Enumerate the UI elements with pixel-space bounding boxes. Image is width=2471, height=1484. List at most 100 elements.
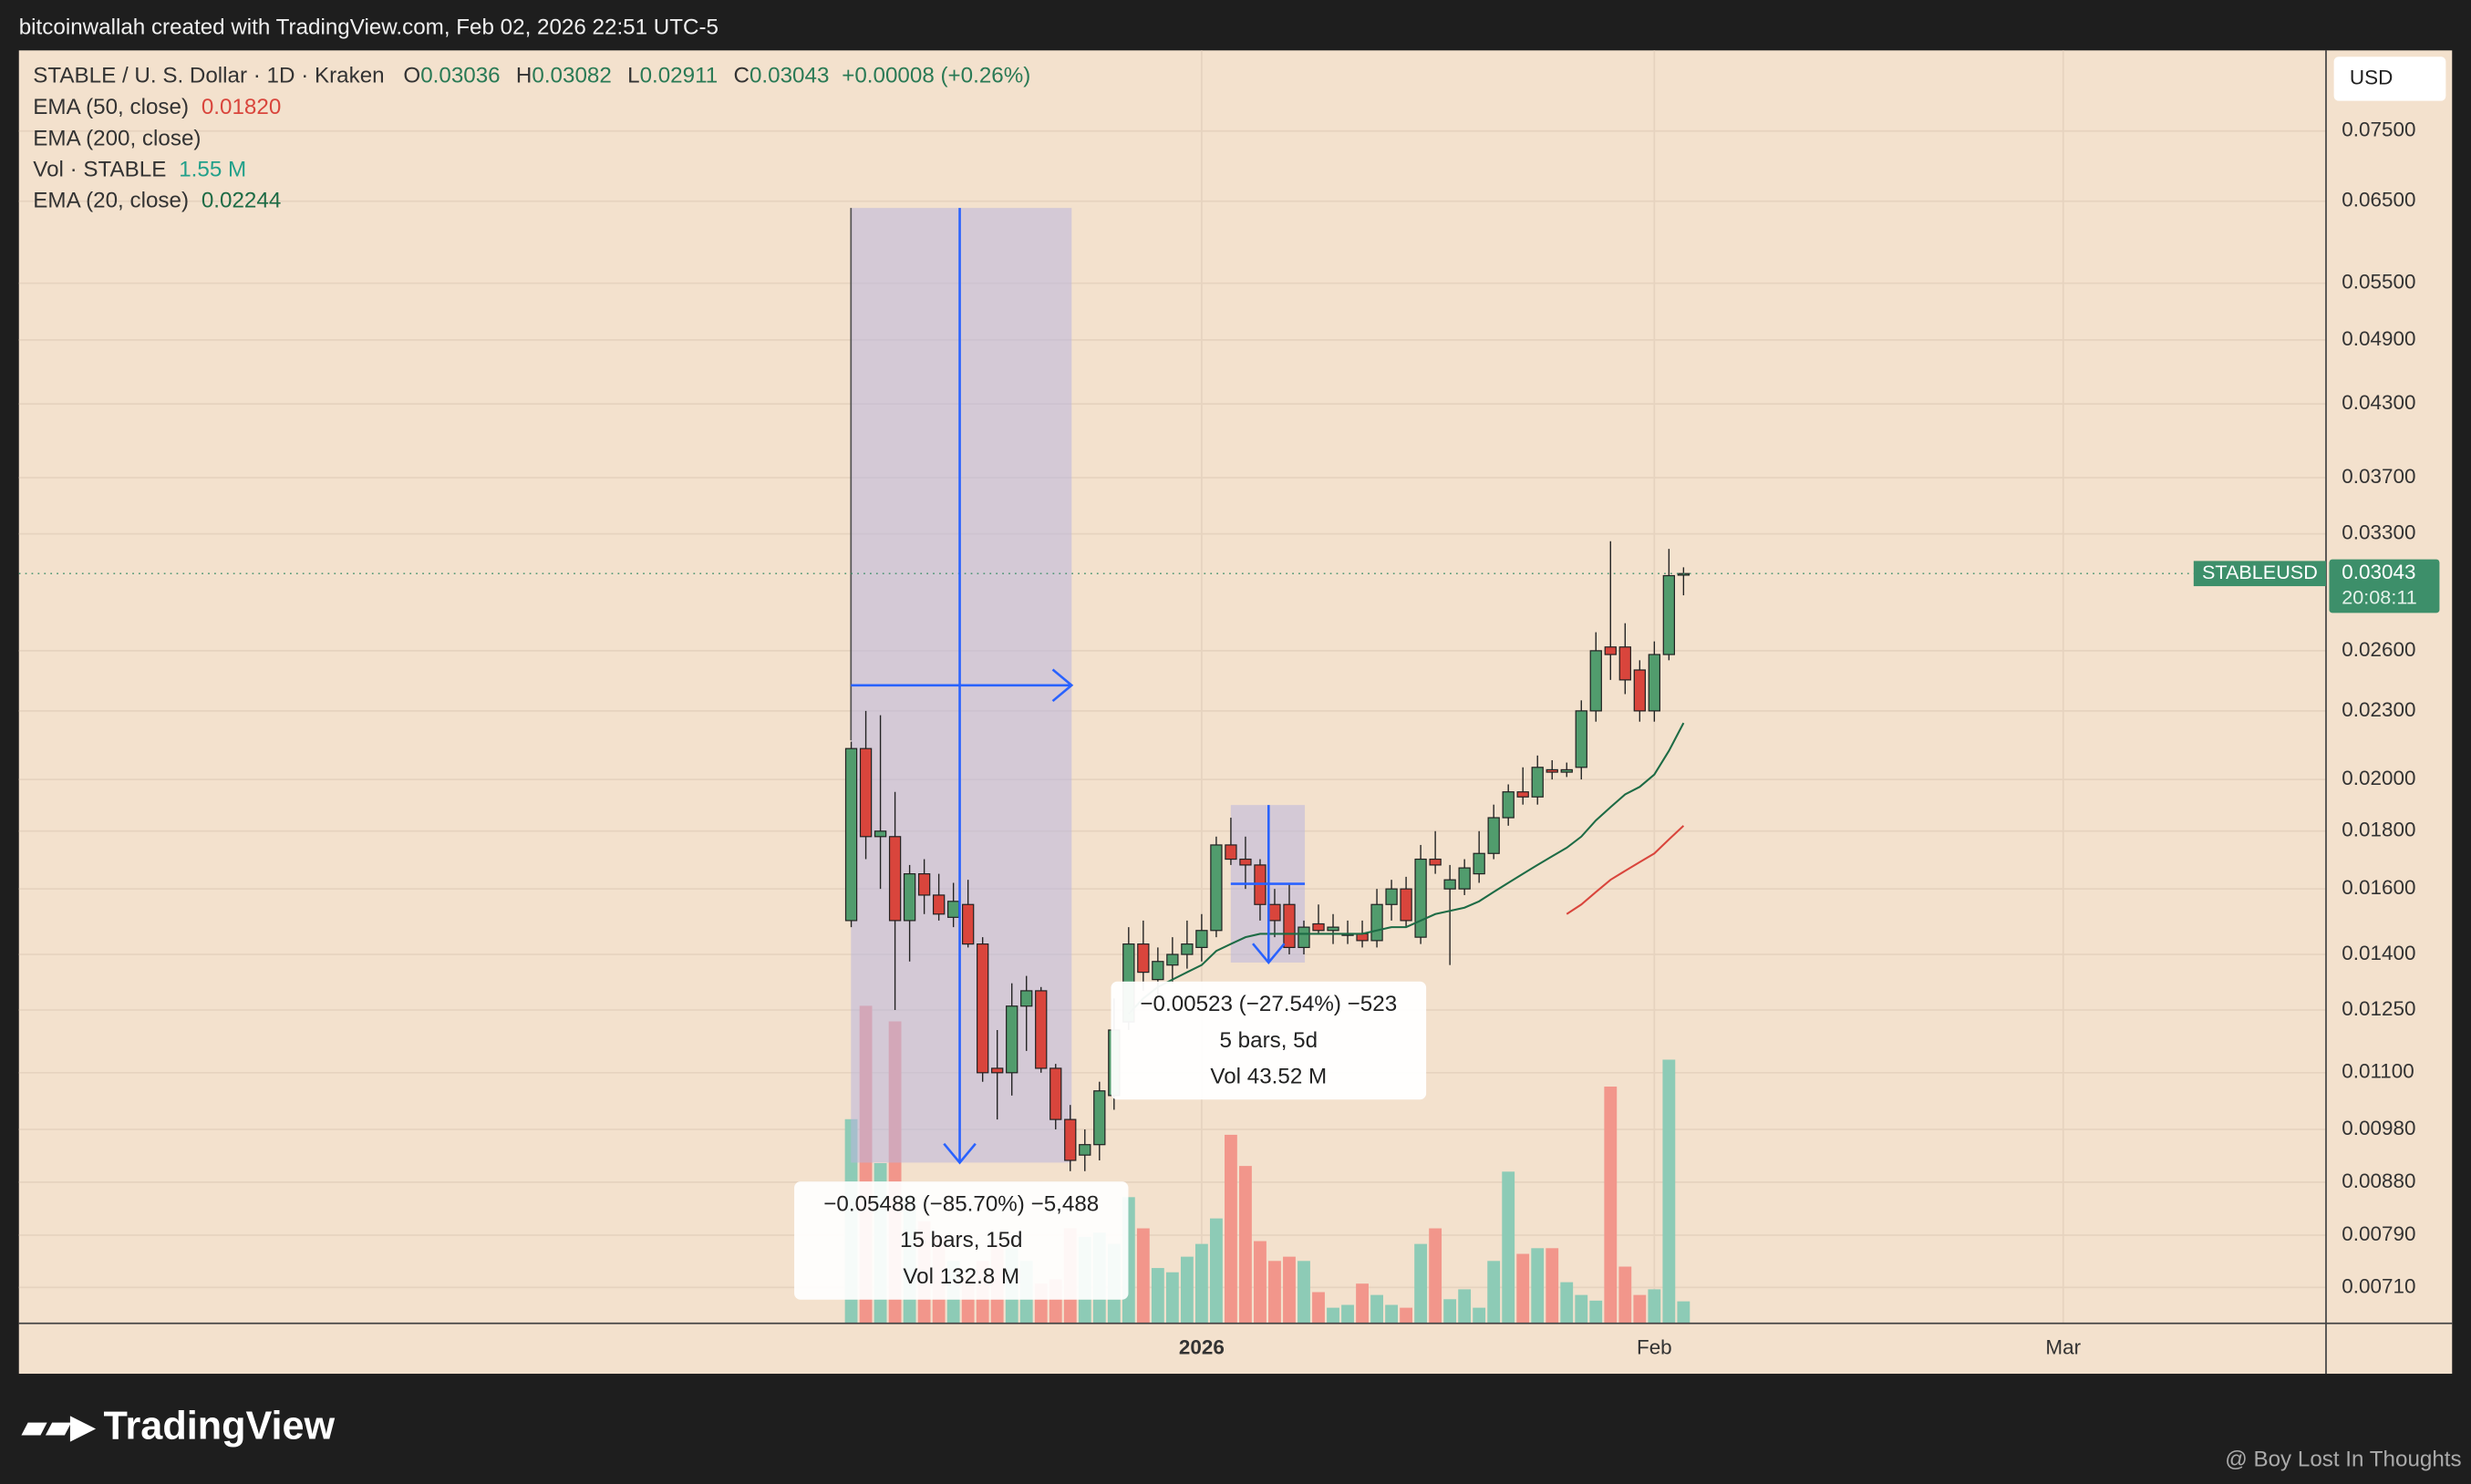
candle-body (1356, 933, 1369, 942)
candle-body (1035, 990, 1048, 1069)
candle-body (1064, 1118, 1077, 1161)
volume-bar (1677, 1301, 1690, 1324)
y-tick-label: 0.02600 (2342, 638, 2415, 661)
y-tick-label: 0.01100 (2342, 1060, 2414, 1083)
volume-bar (1298, 1261, 1310, 1324)
volume-bar (1560, 1282, 1574, 1324)
volume-bar (1370, 1294, 1383, 1324)
volume-bar (1633, 1294, 1647, 1324)
ohlc-key: O (403, 64, 420, 88)
legend-value: 0.01820 (202, 96, 281, 120)
legend-symbol: STABLE / U. S. Dollar · 1D · Kraken O0.03… (33, 64, 1030, 88)
candle-body (1225, 844, 1237, 861)
candle-body (1662, 574, 1676, 655)
volume-bar (1268, 1261, 1281, 1324)
logo: ▰▰▶ TradingView (21, 1405, 335, 1448)
volume-bar (1327, 1307, 1339, 1324)
candle-body (1006, 1005, 1018, 1074)
volume-bar (1180, 1256, 1194, 1324)
y-tick-label: 0.04900 (2342, 327, 2415, 350)
candle-body (1560, 768, 1573, 773)
candle-body (1443, 879, 1456, 890)
volume-bar (1151, 1268, 1164, 1324)
logo-text: TradingView (104, 1405, 336, 1448)
candle-body (1414, 858, 1427, 938)
currency-button[interactable] (2333, 57, 2446, 101)
legend-entry: EMA (20, close) 0.02244 (33, 189, 281, 213)
volume-bar (1648, 1289, 1661, 1324)
candle-body (903, 873, 916, 922)
y-tick-label: 0.00980 (2342, 1117, 2415, 1139)
ohlc-value: 0.03043 (750, 64, 829, 88)
volume-bar (1283, 1256, 1296, 1324)
legend-name: EMA (50, close) (33, 96, 189, 120)
ohlc-value: 0.03082 (532, 64, 611, 88)
measure-text: Vol 43.52 M (1210, 1065, 1327, 1089)
measure-label-box (1111, 981, 1427, 1100)
candle-body (1370, 903, 1383, 942)
legend-entry: Vol · STABLE 1.55 M (33, 158, 246, 182)
candle-body (932, 894, 946, 915)
volume-bar (1589, 1300, 1603, 1324)
volume-bar (1502, 1171, 1515, 1324)
legend-name: EMA (20, close) (33, 189, 189, 213)
volume-bar (1487, 1261, 1501, 1324)
y-tick-label: 0.05500 (2342, 271, 2415, 294)
y-tick-label: 0.03300 (2342, 521, 2415, 544)
y-tick-label: 0.02300 (2342, 698, 2415, 721)
volume-bar (1254, 1241, 1267, 1324)
y-tick-label: 0.04300 (2342, 391, 2415, 414)
candle-body (1458, 867, 1471, 890)
y-tick-label: 0.01600 (2342, 876, 2415, 899)
credit: @ Boy Lost In Thoughts (2225, 1447, 2461, 1471)
candle-body (1210, 844, 1223, 932)
candle-body (1312, 922, 1325, 932)
y-tick-label: 0.00790 (2342, 1222, 2415, 1245)
legend-name: Vol · STABLE (33, 158, 166, 182)
legend-value: 0.02244 (202, 189, 281, 213)
ohlc-key: L (627, 64, 639, 88)
price-tag-box (2193, 561, 2326, 587)
candle-body (1546, 768, 1558, 773)
candle-body (1327, 926, 1339, 932)
candle-body (1137, 943, 1150, 974)
ema-line (1566, 825, 1685, 915)
candle-body (1502, 791, 1515, 819)
volume-bar (1136, 1228, 1150, 1324)
volume-bar (1618, 1266, 1632, 1324)
candle-body (1020, 990, 1033, 1007)
header: bitcoinwallah created with TradingView.c… (19, 15, 719, 39)
volume-bar (1400, 1307, 1413, 1324)
candle-body (1181, 943, 1194, 955)
price-tag-name: STABLEUSD (2202, 561, 2318, 583)
y-tick-label: 0.06500 (2342, 189, 2415, 211)
y-tick-label: 0.01800 (2342, 819, 2415, 841)
volume-bar (1516, 1253, 1530, 1324)
candle-body (1589, 650, 1602, 712)
currency[interactable]: USD (2350, 66, 2393, 88)
ohlc-value: 0.03036 (420, 64, 500, 88)
volume-bar (1165, 1272, 1179, 1324)
candle-body (888, 836, 902, 922)
x-tick-label: Mar (2045, 1335, 2081, 1358)
symbol: STABLE / U. S. Dollar · 1D · Kraken (33, 64, 384, 88)
candle-body (859, 747, 873, 838)
measure-label-box (794, 1181, 1129, 1300)
candle-body (991, 1067, 1004, 1074)
measure-text: 5 bars, 5d (1220, 1028, 1318, 1053)
y-tick-label: 0.00710 (2342, 1274, 2415, 1297)
y-tick-label: 0.02000 (2342, 767, 2415, 789)
countdown: 20:08:11 (2342, 586, 2416, 609)
change: +0.00008 (+0.26%) (842, 64, 1030, 88)
volume-bar (1341, 1304, 1354, 1324)
candle-body (1516, 791, 1529, 798)
candle-body (1618, 646, 1631, 681)
candle-body (1633, 669, 1646, 712)
candle-body (844, 747, 858, 922)
ohlc-key: H (516, 64, 532, 88)
volume-bar (1458, 1289, 1472, 1324)
measure-text: −0.00523 (−27.54%) −523 (1140, 992, 1397, 1016)
candle-body (874, 830, 887, 838)
